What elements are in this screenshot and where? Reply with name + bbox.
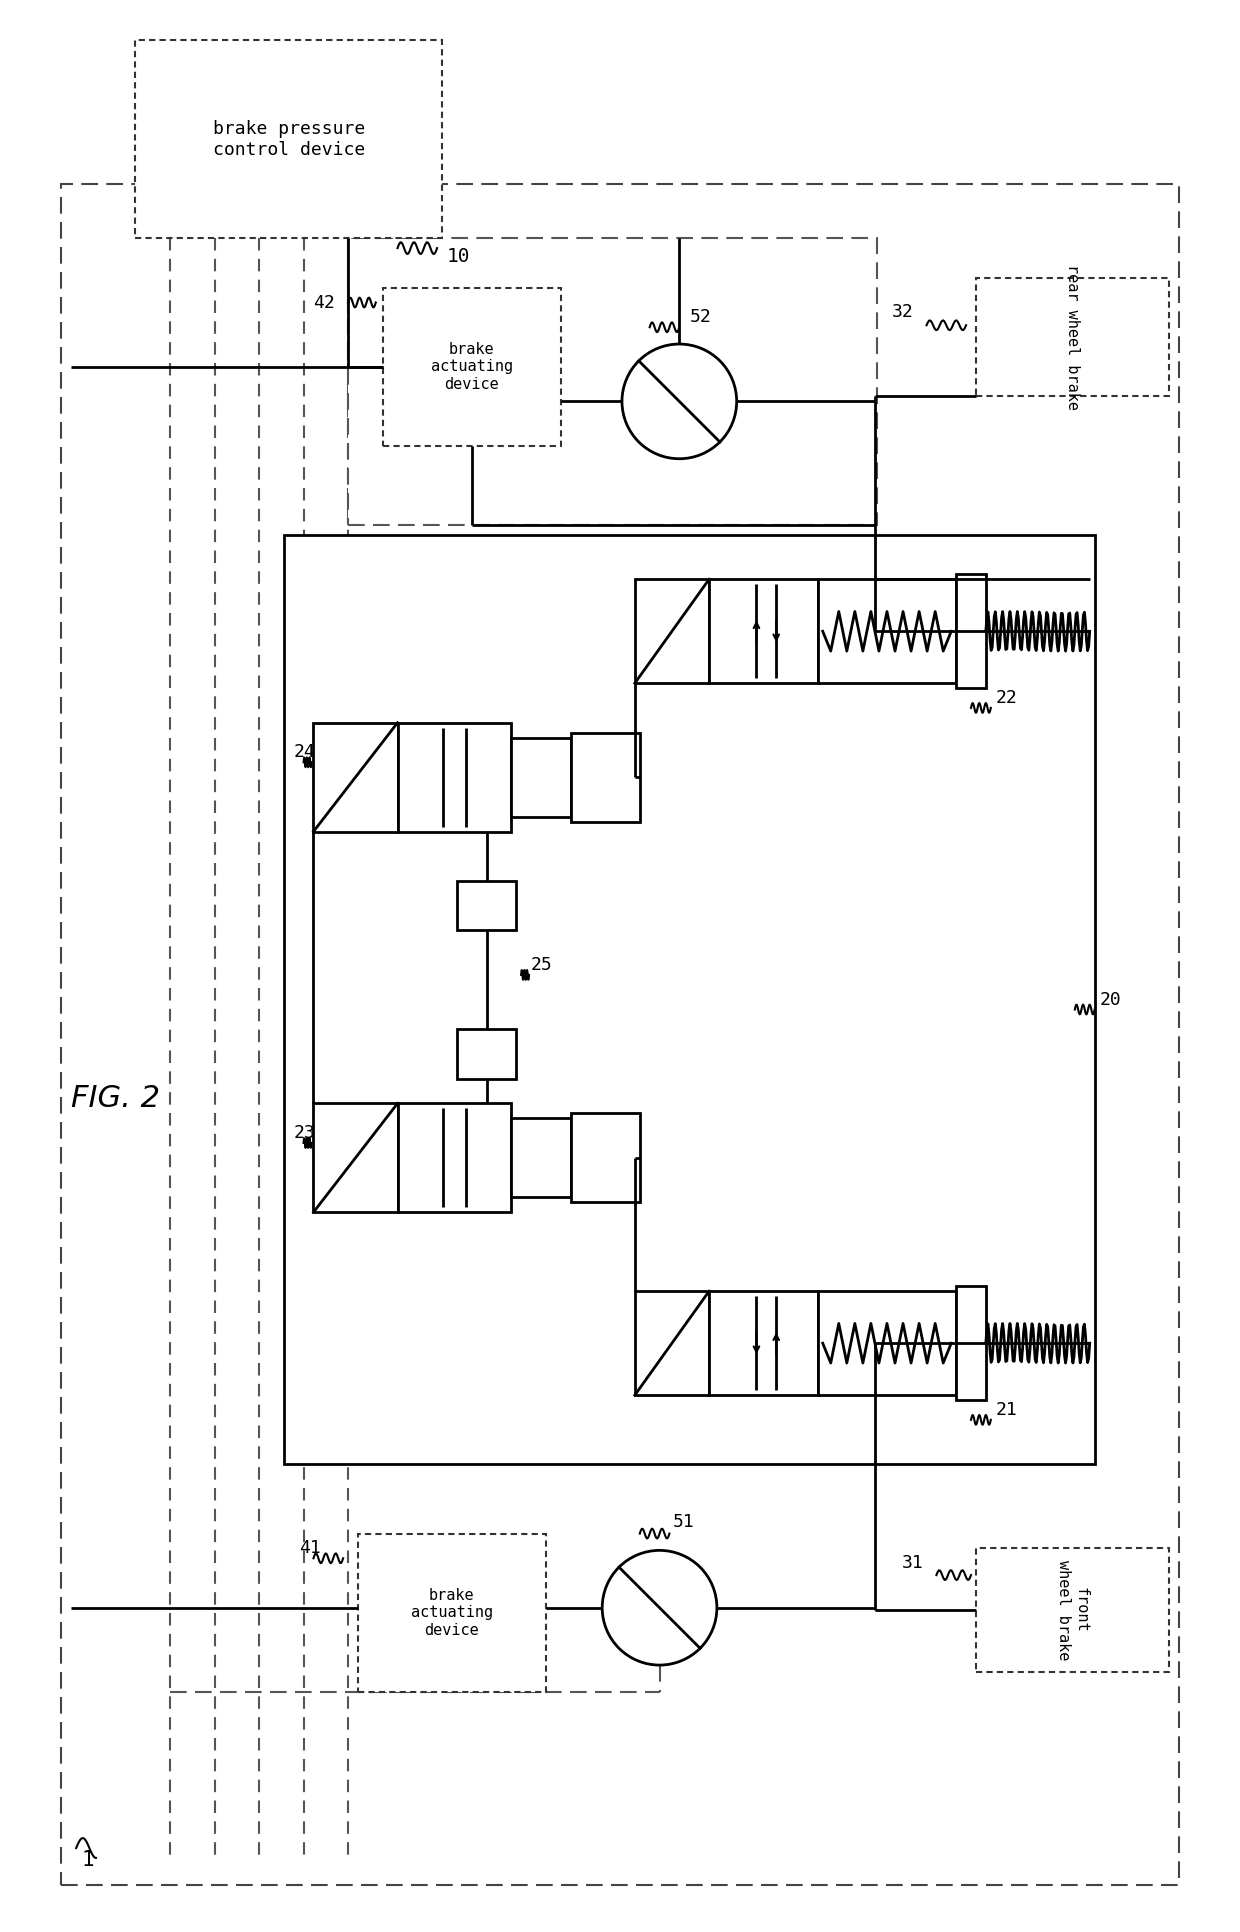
- Text: 1: 1: [81, 1849, 94, 1870]
- Text: 31: 31: [901, 1553, 924, 1573]
- Bar: [709, 1291, 817, 1395]
- Bar: [398, 723, 511, 831]
- Bar: [348, 238, 877, 526]
- Text: 10: 10: [446, 247, 470, 265]
- Text: 42: 42: [314, 294, 335, 311]
- Text: 22: 22: [996, 690, 1018, 707]
- Bar: [817, 1291, 956, 1395]
- Text: brake
actuating
device: brake actuating device: [410, 1588, 494, 1638]
- Text: 25: 25: [531, 956, 553, 974]
- Bar: [61, 184, 1179, 1884]
- Bar: [976, 1548, 1169, 1671]
- Bar: [383, 288, 560, 446]
- Text: brake pressure
control device: brake pressure control device: [212, 120, 365, 158]
- Bar: [635, 580, 709, 684]
- Bar: [817, 580, 956, 684]
- Text: 41: 41: [299, 1540, 320, 1557]
- Bar: [456, 881, 516, 931]
- Bar: [358, 1534, 546, 1692]
- Text: 32: 32: [892, 303, 914, 321]
- Bar: [635, 1291, 709, 1395]
- Text: 23: 23: [294, 1124, 315, 1142]
- Text: 52: 52: [689, 309, 711, 327]
- Bar: [956, 574, 986, 688]
- Bar: [956, 1287, 986, 1401]
- Bar: [314, 1103, 398, 1211]
- Text: 20: 20: [1100, 991, 1121, 1009]
- Bar: [511, 1119, 570, 1198]
- Text: brake
actuating
device: brake actuating device: [430, 342, 513, 392]
- Bar: [284, 535, 1095, 1464]
- Bar: [398, 1103, 511, 1211]
- Text: 51: 51: [672, 1513, 694, 1530]
- Bar: [135, 41, 441, 238]
- Bar: [456, 1030, 516, 1078]
- Bar: [314, 723, 398, 831]
- Text: FIG. 2: FIG. 2: [71, 1084, 160, 1113]
- Text: 24: 24: [294, 744, 315, 761]
- Bar: [511, 738, 570, 817]
- Bar: [709, 580, 817, 684]
- Text: 21: 21: [996, 1401, 1018, 1418]
- Bar: [570, 732, 640, 821]
- Text: front
wheel brake: front wheel brake: [1056, 1559, 1089, 1660]
- Text: rear wheel brake: rear wheel brake: [1065, 265, 1080, 410]
- Bar: [976, 278, 1169, 396]
- Bar: [570, 1113, 640, 1202]
